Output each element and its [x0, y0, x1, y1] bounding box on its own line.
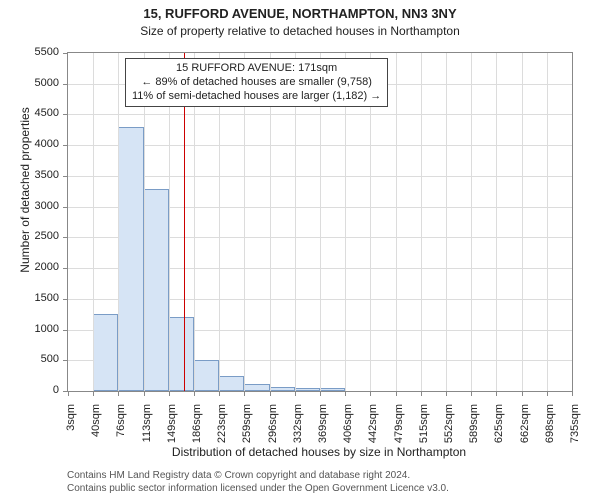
x-tick-label: 332sqm: [292, 404, 304, 450]
x-tick: [93, 391, 94, 396]
y-tick: [63, 360, 68, 361]
histogram-chart: 15, RUFFORD AVENUE, NORTHAMPTON, NN3 3NY…: [0, 0, 600, 500]
histogram-bar: [169, 317, 194, 391]
x-tick-label: 735sqm: [569, 404, 581, 450]
y-tick-label: 0: [27, 384, 59, 396]
x-tick-label: 223sqm: [216, 404, 228, 450]
y-tick-label: 3000: [27, 200, 59, 212]
y-tick: [63, 330, 68, 331]
histogram-bar: [244, 384, 269, 391]
x-tick: [320, 391, 321, 396]
y-tick-label: 5500: [27, 46, 59, 58]
y-tick-label: 500: [27, 353, 59, 365]
y-tick-label: 4500: [27, 107, 59, 119]
x-tick-label: 113sqm: [141, 404, 153, 450]
histogram-bar: [118, 127, 143, 391]
x-tick-label: 76sqm: [115, 404, 127, 450]
y-tick-label: 1500: [27, 292, 59, 304]
x-tick-label: 442sqm: [367, 404, 379, 450]
x-tick: [421, 391, 422, 396]
chart-title-1: 15, RUFFORD AVENUE, NORTHAMPTON, NN3 3NY: [0, 6, 600, 21]
gridline: [547, 53, 548, 391]
x-tick: [396, 391, 397, 396]
y-tick: [63, 176, 68, 177]
y-tick-label: 4000: [27, 138, 59, 150]
y-tick-label: 5000: [27, 77, 59, 89]
x-tick: [194, 391, 195, 396]
y-tick-label: 2000: [27, 261, 59, 273]
annotation-line-2: ← 89% of detached houses are smaller (9,…: [132, 76, 381, 90]
x-tick: [572, 391, 573, 396]
x-tick: [118, 391, 119, 396]
x-tick-label: 296sqm: [267, 404, 279, 450]
x-tick: [295, 391, 296, 396]
y-tick: [63, 145, 68, 146]
gridline: [93, 53, 94, 391]
x-tick-label: 406sqm: [342, 404, 354, 450]
x-tick: [471, 391, 472, 396]
footer-line-1: Contains HM Land Registry data © Crown c…: [67, 470, 410, 481]
x-tick-label: 259sqm: [241, 404, 253, 450]
x-tick: [219, 391, 220, 396]
gridline: [522, 53, 523, 391]
x-tick: [169, 391, 170, 396]
y-tick: [63, 53, 68, 54]
histogram-bar: [270, 387, 295, 391]
y-tick: [63, 299, 68, 300]
y-axis-label: Number of detached properties: [18, 50, 32, 330]
x-tick-label: 40sqm: [90, 404, 102, 450]
x-tick: [522, 391, 523, 396]
annotation-line-1: 15 RUFFORD AVENUE: 171sqm: [132, 62, 381, 76]
y-tick-label: 2500: [27, 230, 59, 242]
x-tick-label: 662sqm: [519, 404, 531, 450]
x-tick-label: 515sqm: [418, 404, 430, 450]
annotation-box: 15 RUFFORD AVENUE: 171sqm ← 89% of detac…: [125, 58, 388, 107]
y-tick: [63, 114, 68, 115]
x-tick: [270, 391, 271, 396]
y-tick: [63, 268, 68, 269]
x-tick-label: 186sqm: [191, 404, 203, 450]
y-tick: [63, 237, 68, 238]
histogram-bar: [295, 388, 320, 391]
gridline: [421, 53, 422, 391]
x-tick: [446, 391, 447, 396]
footer-line-2: Contains public sector information licen…: [67, 483, 449, 494]
x-tick: [345, 391, 346, 396]
x-tick: [370, 391, 371, 396]
x-tick-label: 369sqm: [317, 404, 329, 450]
x-tick: [68, 391, 69, 396]
x-tick-label: 3sqm: [65, 404, 77, 450]
y-tick: [63, 84, 68, 85]
x-tick-label: 625sqm: [493, 404, 505, 450]
gridline: [118, 53, 119, 391]
gridline: [446, 53, 447, 391]
gridline: [496, 53, 497, 391]
chart-title-2: Size of property relative to detached ho…: [0, 24, 600, 38]
x-tick: [496, 391, 497, 396]
annotation-line-3: 11% of semi-detached houses are larger (…: [132, 90, 381, 104]
x-tick: [244, 391, 245, 396]
y-tick-label: 3500: [27, 169, 59, 181]
x-tick-label: 149sqm: [166, 404, 178, 450]
y-tick-label: 1000: [27, 323, 59, 335]
histogram-bar: [320, 388, 345, 391]
y-tick: [63, 207, 68, 208]
x-tick: [547, 391, 548, 396]
histogram-bar: [144, 189, 169, 391]
gridline: [396, 53, 397, 391]
x-tick-label: 552sqm: [443, 404, 455, 450]
x-tick-label: 589sqm: [468, 404, 480, 450]
x-tick-label: 698sqm: [544, 404, 556, 450]
histogram-bar: [194, 360, 219, 391]
histogram-bar: [93, 314, 118, 391]
gridline: [471, 53, 472, 391]
x-tick-label: 479sqm: [393, 404, 405, 450]
x-tick: [144, 391, 145, 396]
histogram-bar: [219, 376, 244, 391]
